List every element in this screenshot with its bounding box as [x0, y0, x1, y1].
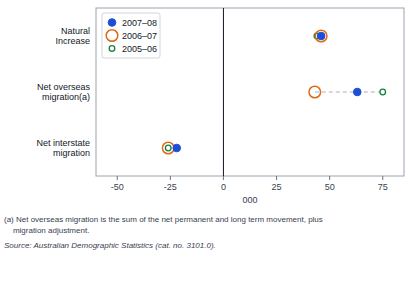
plot-marks — [162, 8, 385, 176]
footnote: (a) Net overseas migration is the sum of… — [4, 215, 323, 224]
x-tick — [170, 176, 171, 180]
category-label: Net interstatemigration — [36, 138, 90, 159]
data-point — [380, 89, 386, 95]
data-point — [165, 145, 171, 151]
category-label: Net overseasmigration(a) — [37, 82, 91, 103]
x-tick — [223, 176, 224, 180]
x-tick — [382, 176, 383, 180]
legend-marker — [106, 30, 118, 42]
chart: -50 -25 0 25 50 75 000 NaturalIncrease Net overs… — [0, 0, 416, 283]
legend-label: 2006–07 — [122, 31, 157, 41]
category-label-line: Natural — [61, 26, 90, 36]
category-label: NaturalIncrease — [55, 26, 90, 47]
footnote: Source: Australian Demographic Statistic… — [4, 241, 216, 250]
x-tick — [276, 176, 277, 180]
x-tick-label: 25 — [272, 182, 282, 192]
x-axis-label: 000 — [242, 195, 257, 205]
x-tick — [329, 176, 330, 180]
footnote: migration adjustment. — [4, 226, 89, 235]
category-label-line: migration(a) — [42, 92, 90, 102]
x-tick-label: 75 — [378, 182, 388, 192]
range-line — [315, 92, 383, 93]
legend-box — [102, 13, 160, 58]
legend-label: 2005–06 — [122, 44, 157, 54]
legend: 2007–08 2006–07 2005–06 — [102, 13, 160, 58]
data-point — [309, 86, 321, 98]
plot-frame — [96, 8, 404, 176]
x-tick-label: 0 — [221, 182, 226, 192]
data-point — [317, 32, 325, 40]
data-point — [315, 30, 327, 42]
legend-marker — [109, 46, 115, 52]
data-point — [353, 88, 361, 96]
x-tick — [117, 176, 118, 180]
category-label-line: Net overseas — [37, 82, 91, 92]
x-tick-label: -25 — [164, 182, 177, 192]
x-tick-label: 50 — [325, 182, 335, 192]
legend-marker — [108, 19, 116, 27]
x-tick-label: -50 — [111, 182, 124, 192]
legend-label: 2007–08 — [122, 18, 157, 28]
category-label-line: migration — [53, 148, 90, 158]
category-label-line: Net interstate — [36, 138, 90, 148]
data-point — [162, 142, 174, 154]
category-label-line: Increase — [55, 36, 90, 46]
zero-line — [223, 8, 224, 176]
data-point — [173, 144, 181, 152]
